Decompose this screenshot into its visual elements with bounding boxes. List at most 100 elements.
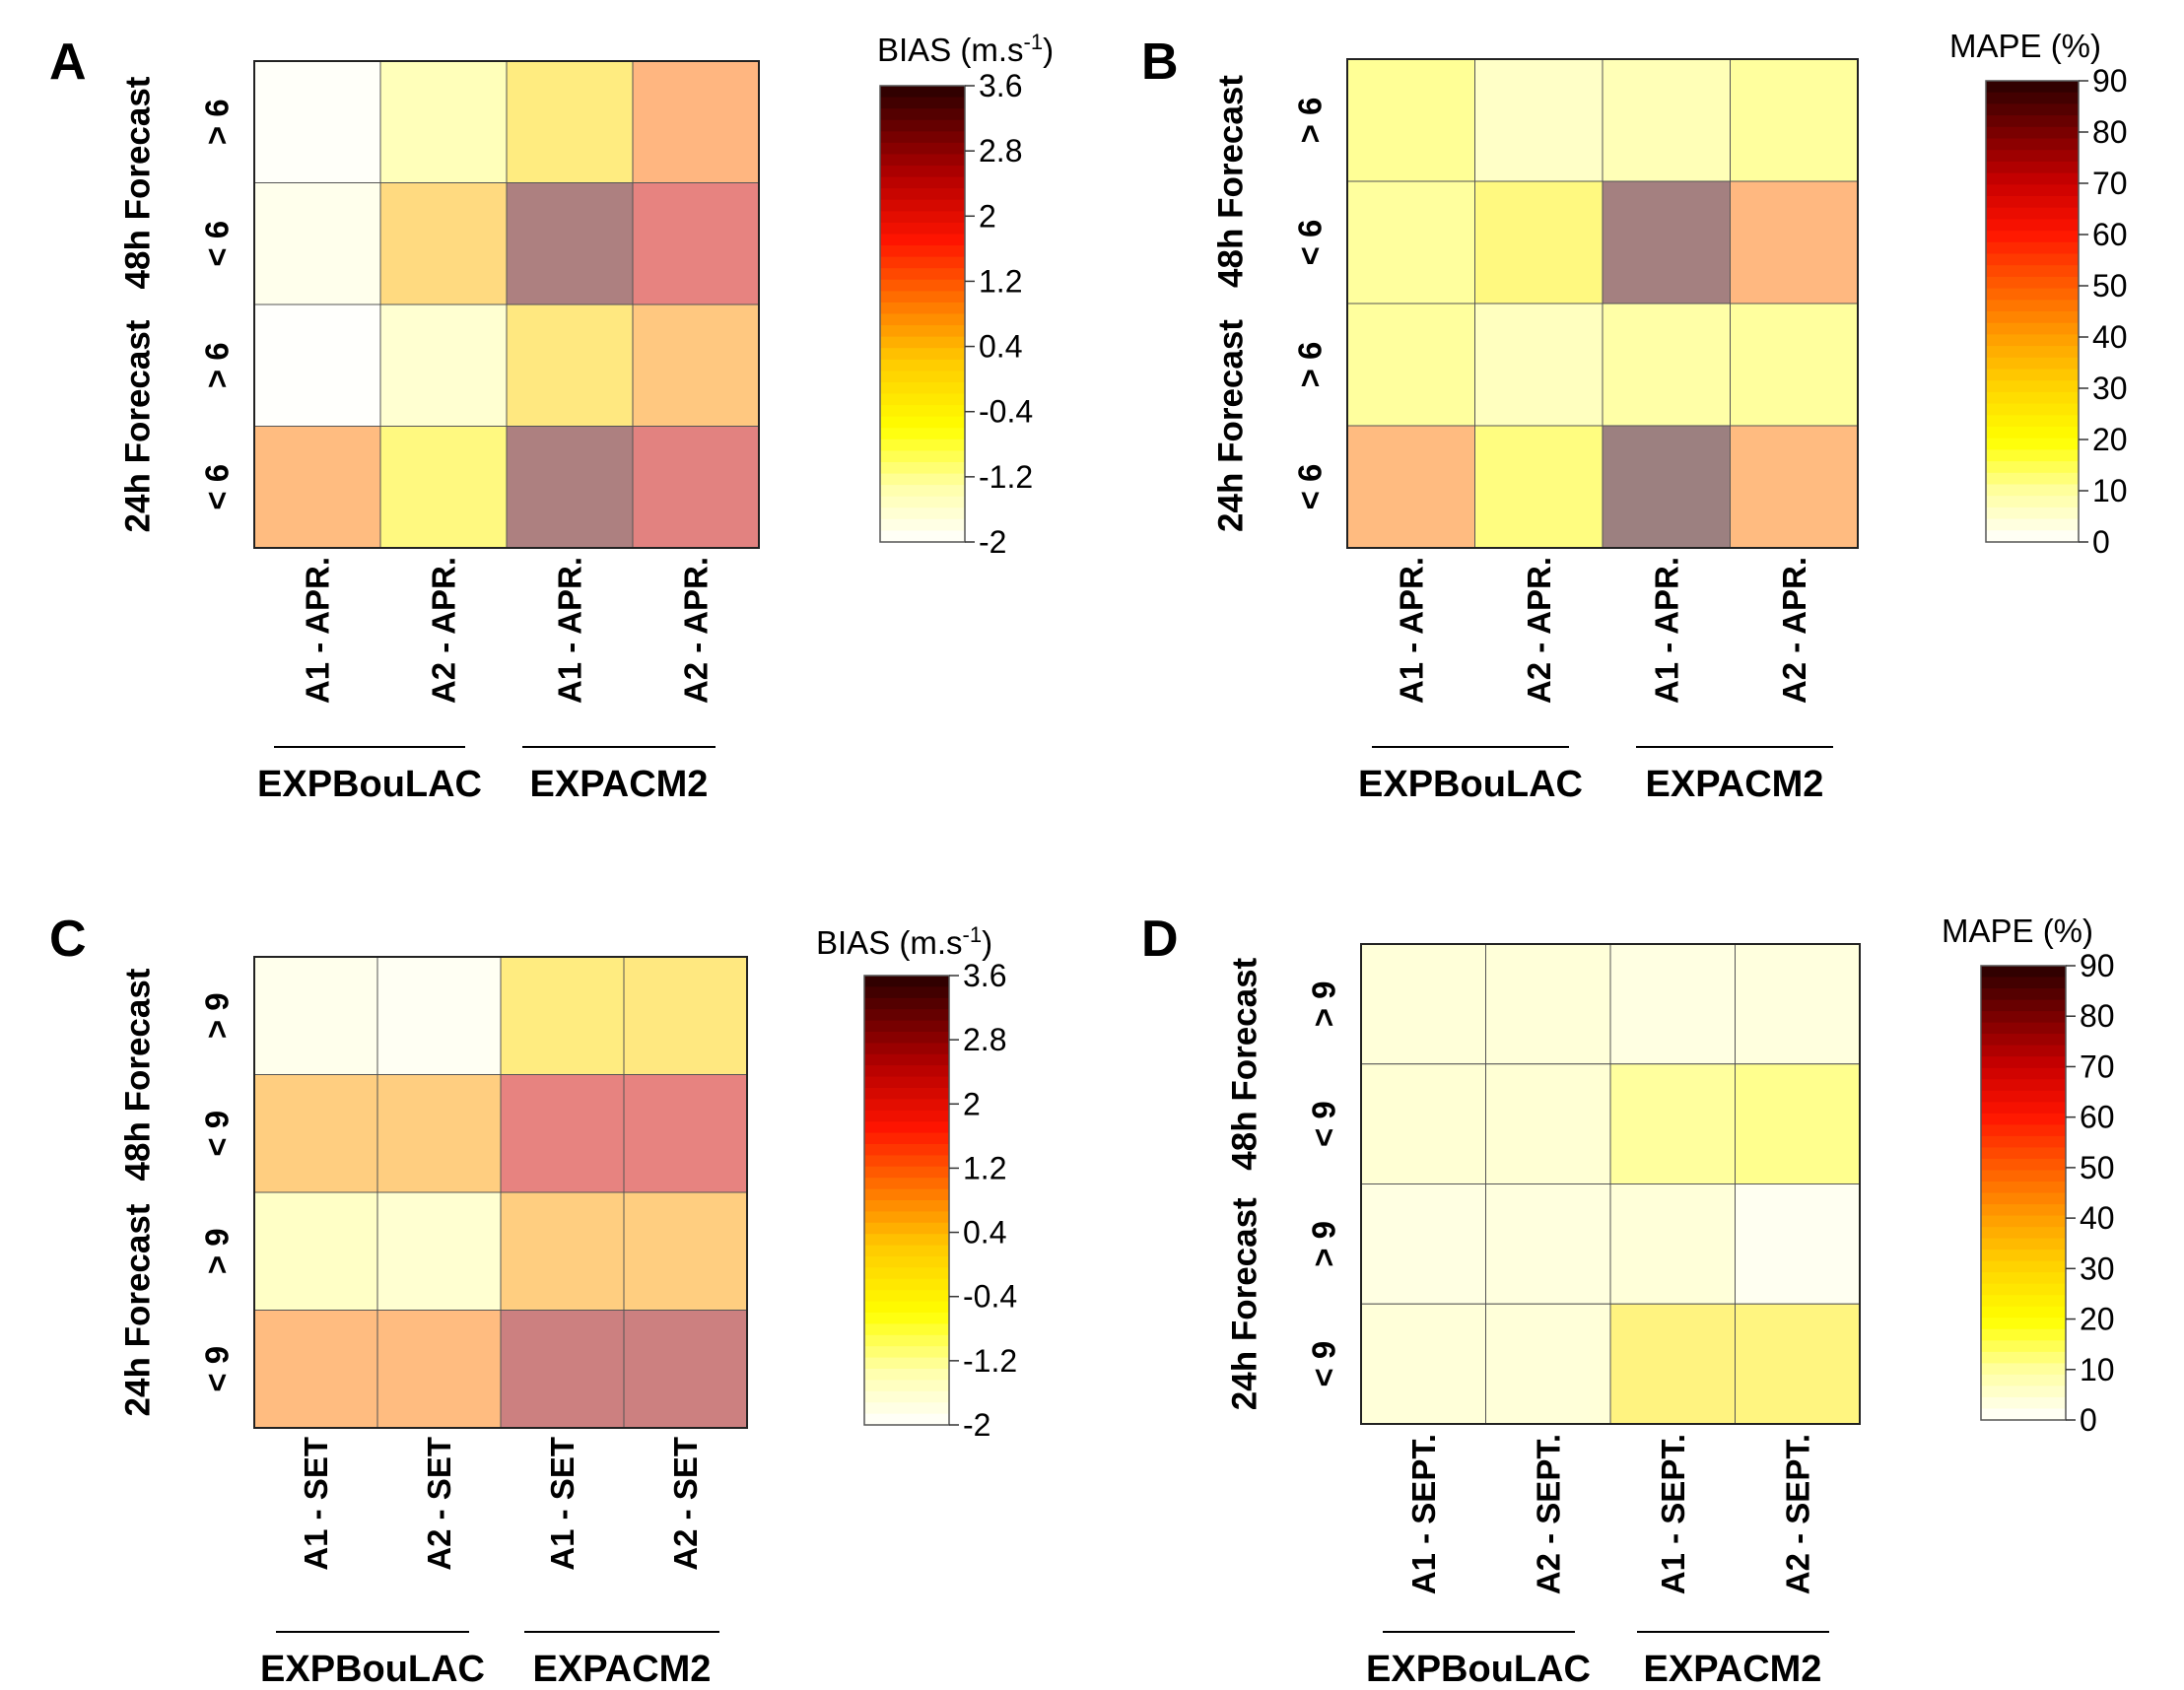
row-label: > 9 bbox=[199, 992, 236, 1039]
heatmap-cell bbox=[500, 1191, 625, 1311]
heatmap-cell bbox=[632, 304, 760, 427]
colorbar-tick-label: 30 bbox=[2080, 1251, 2115, 1286]
colorbar-segment bbox=[864, 1245, 949, 1257]
colorbar-tick-label: 1.2 bbox=[963, 1150, 1006, 1185]
colorbar-segment bbox=[1981, 1113, 2066, 1125]
heatmap-cell bbox=[1730, 303, 1859, 427]
colorbar-segment bbox=[1981, 1227, 2066, 1240]
colorbar-segment bbox=[1981, 1238, 2066, 1251]
heatmap-cell bbox=[500, 956, 625, 1075]
colorbar-segment bbox=[1981, 1011, 2066, 1024]
row-label: > 6 bbox=[1292, 342, 1329, 388]
colorbar-segment bbox=[1981, 1386, 2066, 1398]
colorbar-segment bbox=[1986, 311, 2079, 324]
colorbar-segment bbox=[1981, 977, 2066, 989]
colorbar-segment bbox=[864, 1313, 949, 1324]
colorbar-segment bbox=[880, 234, 965, 246]
colorbar: 3.6 2.8 2 1.2 0.4 -0.4 -1.2 -2 bbox=[879, 68, 1033, 560]
colorbar-tick-label: 10 bbox=[2080, 1352, 2115, 1387]
colorbar-segment bbox=[1986, 150, 2079, 163]
heatmap-cell bbox=[1609, 943, 1736, 1065]
colorbar-tick-label: 40 bbox=[2080, 1200, 2115, 1236]
colorbar-segment bbox=[880, 222, 965, 236]
colorbar-tick-label: 50 bbox=[2092, 268, 2128, 304]
colorbar-segment bbox=[864, 976, 949, 987]
heatmap-cell bbox=[1730, 180, 1859, 304]
colorbar-tick-label: 90 bbox=[2080, 948, 2115, 983]
colorbar-segment bbox=[864, 1076, 949, 1089]
colorbar-segment bbox=[864, 1222, 949, 1235]
heatmap-cell bbox=[379, 182, 508, 305]
colorbar-segment bbox=[864, 1110, 949, 1122]
colorbar-segment bbox=[864, 1390, 949, 1403]
colorbar-segment bbox=[864, 1053, 949, 1066]
colorbar-segment bbox=[864, 1009, 949, 1022]
colorbar-tick-label: 2 bbox=[963, 1086, 981, 1121]
heatmap-cell bbox=[506, 304, 634, 427]
colorbar-segment bbox=[864, 1121, 949, 1134]
row-label: < 9 bbox=[1306, 1101, 1342, 1147]
colorbar-segment bbox=[880, 393, 965, 406]
colorbar-tick-label: 60 bbox=[2092, 217, 2128, 252]
colorbar-segment bbox=[1986, 265, 2079, 278]
colorbar-tick-label: 0 bbox=[2080, 1402, 2097, 1438]
colorbar-segment bbox=[864, 1267, 949, 1280]
heatmap-cell bbox=[376, 1310, 502, 1429]
colorbar-segment bbox=[880, 108, 965, 121]
colorbar-segment bbox=[1986, 103, 2079, 116]
colorbar-segment bbox=[880, 131, 965, 144]
column-group-label: EXPACM2 bbox=[530, 764, 709, 805]
colorbar-title-text: MAPE (%) bbox=[1942, 913, 2093, 949]
colorbar-segment bbox=[1986, 138, 2079, 151]
colorbar-segment bbox=[1981, 1328, 2066, 1341]
colorbar-tick-label: -1.2 bbox=[979, 459, 1033, 495]
heatmap-cell bbox=[1730, 58, 1859, 182]
heatmap-border bbox=[1360, 943, 1861, 1425]
colorbar-segment bbox=[864, 1166, 949, 1179]
heatmap-cell bbox=[1346, 303, 1475, 427]
column-label: A1 - SEPT. bbox=[1405, 1434, 1442, 1594]
colorbar-segment bbox=[880, 256, 965, 269]
heatmap-cell bbox=[1485, 1183, 1611, 1305]
row-label: > 6 bbox=[1292, 98, 1329, 144]
colorbar-segment bbox=[880, 405, 965, 418]
heatmap-border bbox=[253, 956, 748, 1429]
colorbar-segment bbox=[1986, 369, 2079, 381]
heatmap-border bbox=[1346, 58, 1859, 549]
colorbar-segment bbox=[880, 211, 965, 224]
colorbar-segment bbox=[880, 119, 965, 132]
heatmap-cell bbox=[1485, 1303, 1611, 1425]
colorbar-segment bbox=[1981, 1283, 2066, 1296]
colorbar-tick-label: 3.6 bbox=[963, 958, 1006, 993]
colorbar-segment bbox=[880, 279, 965, 292]
colorbar-segment bbox=[1981, 1034, 2066, 1047]
colorbar-segment bbox=[864, 1357, 949, 1370]
colorbar-segment bbox=[1986, 484, 2079, 497]
colorbar-segment bbox=[1981, 1022, 2066, 1035]
column-label: A2 - APR. bbox=[678, 557, 715, 704]
colorbar-segment bbox=[864, 1178, 949, 1190]
colorbar-border bbox=[863, 975, 950, 1426]
colorbar-segment bbox=[864, 1369, 949, 1381]
colorbar-segment bbox=[1986, 196, 2079, 209]
colorbar-segment bbox=[1981, 1250, 2066, 1262]
colorbar-segment bbox=[880, 86, 965, 99]
colorbar: 3.6 2.8 2 1.2 0.4 -0.4 -1.2 -2 bbox=[863, 958, 1017, 1443]
heatmap-cell bbox=[500, 1310, 625, 1429]
colorbar-segment bbox=[1981, 1204, 2066, 1217]
colorbar-segment bbox=[864, 1346, 949, 1359]
panel-letter: A bbox=[49, 34, 87, 91]
colorbar-segment bbox=[1986, 92, 2079, 104]
colorbar-segment bbox=[1981, 1102, 2066, 1115]
colorbar-segment bbox=[1986, 415, 2079, 428]
heatmap-cell bbox=[253, 956, 378, 1075]
colorbar-tick-label: 30 bbox=[2092, 371, 2128, 406]
heatmap-cell bbox=[1609, 1303, 1736, 1425]
heatmap-cell bbox=[1735, 1183, 1861, 1305]
colorbar-segment bbox=[1986, 438, 2079, 450]
colorbar-segment bbox=[864, 1301, 949, 1314]
colorbar-tick-label: 2.8 bbox=[963, 1022, 1006, 1057]
colorbar-segment bbox=[864, 1278, 949, 1291]
colorbar-tick-label: 0.4 bbox=[963, 1215, 1006, 1251]
colorbar-segment bbox=[880, 371, 965, 383]
